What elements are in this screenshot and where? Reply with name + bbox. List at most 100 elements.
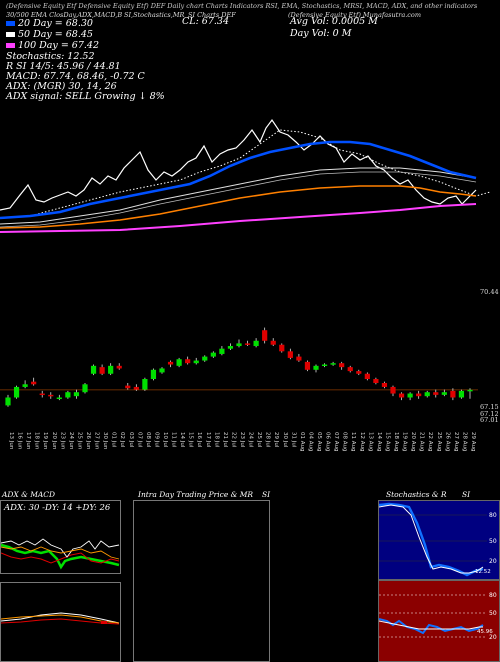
date-tick-label: 19 Jun: [42, 432, 48, 450]
candle-body-down: [287, 351, 293, 358]
date-tick-label: 17 Jul: [205, 432, 211, 448]
candle-body-up: [210, 352, 216, 357]
intraday-panel-si: SI: [262, 490, 271, 499]
stoch-blue-line: [379, 502, 484, 577]
candle: [56, 394, 62, 401]
candle: [398, 392, 405, 401]
ema-50-line-2: [0, 171, 477, 228]
candle: [31, 377, 37, 386]
stochastics-panel: 80 50 20 12.52: [378, 500, 500, 580]
date-tick-label: 16 Jul: [196, 432, 202, 448]
rsi-lines: 80 50 20 45.96: [379, 592, 497, 641]
date-tick-label: 22 Jul: [230, 432, 236, 448]
date-tick-label: 23 Jul: [239, 432, 245, 448]
candle: [424, 390, 430, 398]
candle-body-up: [150, 369, 157, 380]
date-tick-label: 08 Aug: [342, 432, 348, 452]
date-tick-label: 13 Jun: [8, 432, 14, 450]
stochastics-readout: Stochastics: 12.52: [6, 51, 95, 62]
candle: [467, 388, 473, 399]
stoch-panel-si: SI: [462, 490, 471, 499]
rsi-panel: 80 50 20 45.96: [378, 580, 500, 662]
candle: [5, 394, 11, 407]
date-tick-label: 25 Jun: [76, 432, 82, 450]
candle-body-up: [467, 389, 473, 392]
candle: [39, 390, 45, 398]
candle-body-down: [381, 382, 388, 387]
candle: [219, 346, 225, 356]
candle-body-up: [56, 397, 62, 399]
candle: [390, 385, 396, 397]
candle-body-up: [458, 390, 465, 398]
candle-body-down: [416, 393, 422, 397]
candle-body-up: [424, 392, 430, 397]
date-tick-label: 22 Aug: [427, 432, 433, 452]
candle-body-up: [65, 392, 71, 398]
date-tick-label: 03 Jul: [128, 432, 134, 448]
date-tick-label: 09 Jul: [153, 432, 159, 448]
company-label: (Defensive Equity Etf) Munafasutra.com: [288, 11, 422, 19]
date-tick-label: 08 Jul: [145, 432, 151, 448]
date-tick-label: 30 Jun: [102, 432, 108, 450]
date-tick-label: 24 Jul: [248, 432, 254, 448]
candle-body-down: [167, 361, 174, 365]
candle: [296, 353, 302, 362]
candle-body-up: [321, 364, 328, 367]
candle: [373, 377, 379, 385]
candle: [133, 384, 139, 391]
candle: [22, 380, 28, 389]
candle: [433, 389, 439, 398]
date-tick-label: 26 Aug: [444, 432, 450, 452]
macd-lines: [1, 612, 120, 625]
candle-body-down: [48, 394, 54, 397]
chart-label: SI Charts DEF: [188, 11, 236, 19]
candle: [202, 355, 208, 362]
candle: [82, 382, 88, 394]
price-line: [0, 118, 477, 211]
legend-50day: 50 Day = 68.45: [6, 29, 93, 40]
candle: [227, 343, 234, 350]
candle: [339, 361, 345, 370]
adx-lines: [1, 538, 120, 570]
date-tick-label: 29 Jul: [273, 432, 279, 448]
candle-body-down: [398, 393, 405, 398]
date-tick-label: 20 Jun: [51, 432, 57, 450]
legend-50day-swatch: [6, 32, 15, 37]
date-tick-label: 14 Jul: [179, 432, 185, 448]
candle-body-down: [433, 392, 439, 395]
candle: [364, 372, 370, 381]
ema-100-line: [0, 203, 477, 233]
date-tick-label: 27 Jun: [94, 432, 100, 450]
candle-body-up: [176, 359, 182, 366]
indicators-short-label: SI,Stochastics,MR: [124, 11, 185, 19]
candle-body-down: [450, 390, 456, 398]
rsi-white-line: [379, 620, 483, 630]
close-price-label: CL: 67.34: [182, 16, 229, 27]
price-label-bottom-3: 67.01: [480, 416, 499, 424]
candle-body-up: [313, 365, 319, 370]
date-tick-label: 29 Aug: [470, 432, 476, 452]
stoch-tick-20: 20: [489, 558, 497, 565]
rsi-blue-line: [379, 618, 484, 635]
rsi-value: 45.96: [477, 629, 493, 635]
candle-body-down: [356, 371, 362, 374]
candle: [236, 339, 242, 348]
candle: [381, 381, 388, 389]
candle-body-up: [5, 397, 11, 406]
adx-green-line: [1, 543, 120, 570]
candles-info-label: 30/500 EMA ClosDay,ADX,MACD,B: [6, 11, 123, 19]
date-tick-label: 02 Jul: [119, 432, 125, 448]
date-tick-label: 26 Jun: [85, 432, 91, 450]
candle-body-up: [82, 384, 88, 393]
stoch-value: 12.52: [475, 569, 491, 575]
date-tick-label: 17 Jun: [25, 432, 31, 450]
candle-body-up: [193, 360, 199, 364]
candle-body-down: [339, 363, 345, 368]
date-tick-label: 24 Jun: [68, 432, 74, 450]
date-tick-label: 13 Aug: [367, 432, 373, 452]
date-tick-label: 31 Jul: [290, 432, 296, 448]
date-tick-label: 23 Jun: [59, 432, 65, 450]
candle: [330, 361, 336, 366]
candle-body-up: [407, 393, 413, 398]
candle-body-down: [296, 356, 302, 361]
